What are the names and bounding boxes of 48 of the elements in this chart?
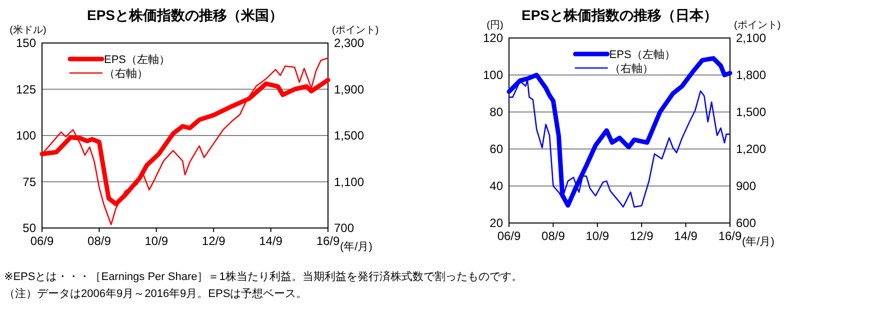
x-tick-label: 14/9 bbox=[259, 234, 283, 248]
x-tick-label: 10/9 bbox=[144, 234, 168, 248]
x-tick-label: 06/9 bbox=[497, 229, 521, 243]
y2-tick-label: 700 bbox=[334, 221, 354, 235]
y-tick-label: 75 bbox=[22, 174, 36, 189]
x-tick-label: 08/9 bbox=[88, 234, 112, 248]
legend-label: （右軸） bbox=[104, 67, 148, 80]
y-axis-title: (米ドル) bbox=[10, 24, 46, 36]
y2-tick-label: 1,800 bbox=[736, 68, 766, 82]
y2-tick-label: 1,100 bbox=[334, 174, 364, 189]
y2-tick-label: 1,200 bbox=[736, 142, 766, 156]
x-tick-label: 06/9 bbox=[30, 234, 54, 248]
x-tick-label: 08/9 bbox=[542, 229, 566, 243]
x-tick-label: 14/9 bbox=[674, 229, 698, 243]
x-axis-title: (年/月) bbox=[340, 241, 372, 253]
chart-title: EPSと株価指数の推移（日本） bbox=[521, 7, 718, 23]
y-tick-label: 100 bbox=[16, 128, 36, 142]
y-tick-label: 125 bbox=[16, 82, 36, 96]
x-tick-label: 12/9 bbox=[630, 229, 654, 243]
y-tick-label: 150 bbox=[16, 36, 36, 50]
y2-tick-label: 1,500 bbox=[736, 105, 766, 119]
y2-axis-title: (ポイント) bbox=[734, 20, 781, 31]
x-tick-label: 12/9 bbox=[202, 234, 226, 248]
y-tick-label: 100 bbox=[482, 68, 504, 82]
y-tick-label: 20 bbox=[490, 216, 504, 230]
text: （注）データは2006年9月～2016年9月。EPSは予想ベース。 bbox=[4, 287, 308, 300]
y2-tick-label: 2,100 bbox=[736, 31, 766, 45]
y2-axis-title: (ポイント) bbox=[332, 25, 379, 36]
x-tick-label: 10/9 bbox=[586, 229, 610, 243]
x-tick-label: 16/9 bbox=[718, 229, 742, 243]
y-axis-title: (円) bbox=[486, 20, 504, 31]
chart-title: EPSと株価指数の推移（米国） bbox=[86, 7, 284, 23]
y-tick-label: 120 bbox=[482, 31, 504, 45]
y2-tick-label: 1,500 bbox=[334, 128, 364, 142]
y-tick-label: 80 bbox=[490, 105, 504, 119]
x-tick-label: 16/9 bbox=[316, 234, 340, 248]
legend-label: EPS（左軸） bbox=[104, 53, 170, 66]
y-tick-label: 50 bbox=[22, 221, 36, 235]
y2-tick-label: 900 bbox=[736, 179, 756, 193]
y2-tick-label: 2,300 bbox=[334, 36, 364, 50]
y-tick-label: 60 bbox=[490, 142, 504, 156]
legend-label: EPS（左軸） bbox=[609, 48, 676, 61]
y2-tick-label: 600 bbox=[736, 216, 756, 230]
legend-label: （右軸） bbox=[609, 62, 654, 75]
y2-tick-label: 1,900 bbox=[334, 82, 364, 96]
y-tick-label: 40 bbox=[490, 179, 504, 193]
x-axis-title: (年/月) bbox=[742, 236, 774, 248]
text: ※EPSとは・・・［Earnings Per Share］＝1株当たり利益。当期利益を発行済株式数で割ったものです。 bbox=[4, 270, 522, 283]
